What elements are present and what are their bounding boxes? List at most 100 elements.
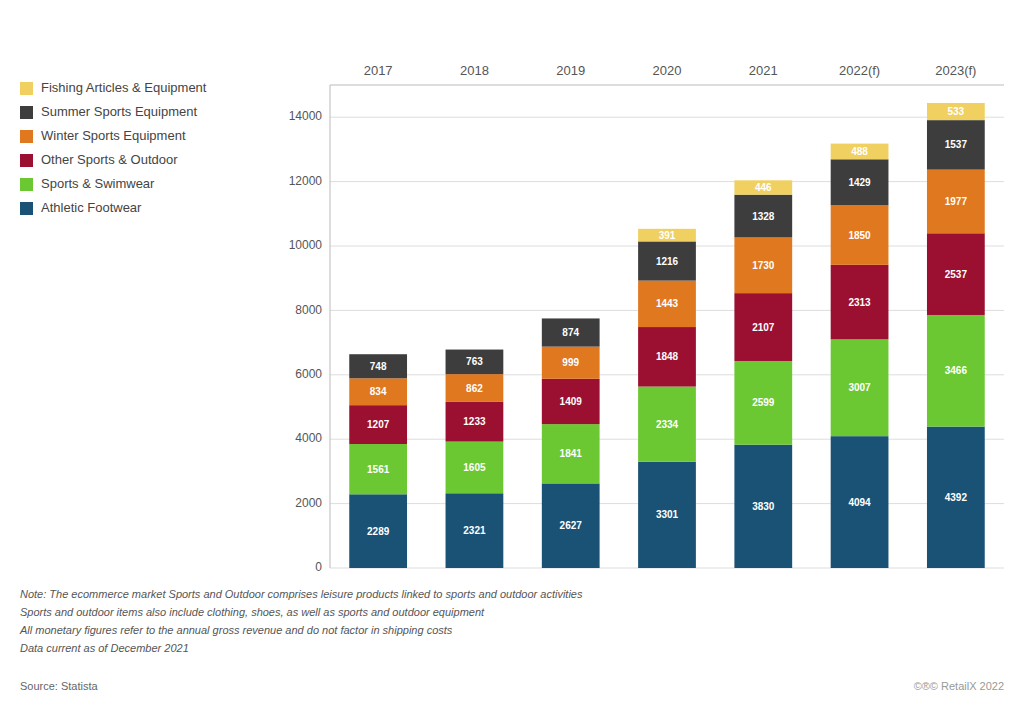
data-label: 1730 bbox=[752, 260, 775, 271]
y-tick-label: 10000 bbox=[289, 238, 323, 252]
series bbox=[349, 170, 984, 406]
legend-label: Athletic Footwear bbox=[41, 200, 142, 215]
bar-segment bbox=[927, 170, 985, 234]
bar-segment bbox=[638, 327, 696, 387]
legend-swatch bbox=[20, 106, 33, 119]
data-label: 862 bbox=[466, 383, 483, 394]
data-label: 2321 bbox=[463, 525, 486, 536]
bar-segment bbox=[734, 361, 792, 445]
bar-segment bbox=[927, 103, 985, 120]
data-label: 834 bbox=[370, 386, 387, 397]
data-label: 2313 bbox=[848, 297, 871, 308]
data-label: 4392 bbox=[945, 492, 968, 503]
bar-segment bbox=[831, 339, 889, 436]
bar-segment bbox=[446, 349, 504, 350]
data-label: 1850 bbox=[848, 230, 871, 241]
legend-label: Sports & Swimwear bbox=[41, 176, 155, 191]
data-label: 2107 bbox=[752, 322, 775, 333]
data-label: 763 bbox=[466, 356, 483, 367]
legend-label: Summer Sports Equipment bbox=[41, 104, 197, 119]
data-label: 2599 bbox=[752, 397, 775, 408]
note: Note: The ecommerce market Sports and Ou… bbox=[20, 588, 583, 600]
y-axis: 0 2000 4000 6000 8000 10000 12000 14000 bbox=[289, 85, 1004, 574]
x-tick-label: 2020 bbox=[653, 63, 682, 78]
y-tick-label: 0 bbox=[315, 560, 322, 574]
y-tick-label: 4000 bbox=[295, 431, 322, 445]
data-labels: 2289232126273301383040944392156116051841… bbox=[367, 106, 967, 537]
series bbox=[349, 120, 984, 378]
bar-segment bbox=[831, 159, 889, 205]
bar-segment bbox=[446, 350, 504, 375]
bar-segment bbox=[542, 347, 600, 379]
data-label: 533 bbox=[948, 106, 965, 117]
legend-label: Winter Sports Equipment bbox=[41, 128, 186, 143]
grid-line bbox=[330, 117, 1004, 118]
bar-segment bbox=[927, 233, 985, 315]
bar-segment bbox=[638, 281, 696, 327]
bar-segment bbox=[349, 378, 407, 405]
data-label: 3466 bbox=[945, 365, 968, 376]
x-tick-label: 2017 bbox=[364, 63, 393, 78]
y-tick-label: 14000 bbox=[289, 109, 323, 123]
y-tick-label: 12000 bbox=[289, 174, 323, 188]
legend-swatch bbox=[20, 82, 33, 95]
data-label: 999 bbox=[562, 357, 579, 368]
bar-segment bbox=[542, 379, 600, 424]
bar-segment bbox=[349, 494, 407, 568]
bar-segment bbox=[542, 483, 600, 568]
bar-segment bbox=[349, 405, 407, 444]
legend-swatch bbox=[20, 202, 33, 215]
data-label: 2627 bbox=[560, 520, 583, 531]
bar-segment bbox=[734, 180, 792, 194]
legend-swatch bbox=[20, 178, 33, 191]
plot-top-line bbox=[330, 85, 1004, 86]
data-label: 1429 bbox=[848, 177, 871, 188]
bar-segment bbox=[734, 237, 792, 293]
data-label: 446 bbox=[755, 182, 772, 193]
bar-segment bbox=[734, 195, 792, 238]
source: Source: Statista bbox=[20, 680, 99, 692]
bar-segment bbox=[831, 144, 889, 160]
bar-segment bbox=[831, 205, 889, 265]
bar-segment bbox=[927, 315, 985, 427]
bar-segment bbox=[446, 493, 504, 568]
y-tick-label: 2000 bbox=[295, 496, 322, 510]
y-tick-label: 8000 bbox=[295, 303, 322, 317]
bar-segment bbox=[446, 442, 504, 494]
bar-segment bbox=[831, 436, 889, 568]
bar-segment bbox=[542, 318, 600, 346]
data-label: 1207 bbox=[367, 419, 390, 430]
legend: Fishing Articles & Equipment Summer Sport… bbox=[20, 80, 207, 215]
y-tick-label: 6000 bbox=[295, 367, 322, 381]
bar-segment bbox=[734, 445, 792, 568]
note: All monetary figures refer to the annual… bbox=[19, 624, 453, 636]
bar-segment bbox=[831, 265, 889, 339]
data-label: 1977 bbox=[945, 196, 968, 207]
data-label: 1233 bbox=[463, 416, 486, 427]
bar-segment bbox=[638, 387, 696, 462]
data-label: 1409 bbox=[560, 396, 583, 407]
x-tick-label: 2022(f) bbox=[839, 63, 880, 78]
data-label: 2289 bbox=[367, 526, 390, 537]
data-label: 3007 bbox=[848, 382, 871, 393]
series bbox=[349, 315, 984, 494]
note: Sports and outdoor items also include cl… bbox=[20, 606, 485, 618]
data-label: 1443 bbox=[656, 298, 679, 309]
x-tick-label: 2018 bbox=[460, 63, 489, 78]
bar-segment bbox=[734, 293, 792, 361]
bar-segment bbox=[446, 374, 504, 402]
legend-label: Fishing Articles & Equipment bbox=[41, 80, 207, 95]
legend-swatch bbox=[20, 154, 33, 167]
data-label: 1328 bbox=[752, 211, 775, 222]
data-label: 874 bbox=[562, 327, 579, 338]
data-label: 3830 bbox=[752, 501, 775, 512]
watermark: ©®© RetailX 2022 bbox=[914, 680, 1004, 692]
bar-segment bbox=[542, 424, 600, 483]
notes: Note: The ecommerce market Sports and Ou… bbox=[19, 588, 583, 654]
data-label: 1605 bbox=[463, 462, 486, 473]
data-label: 1848 bbox=[656, 351, 679, 362]
data-label: 2537 bbox=[945, 269, 968, 280]
data-label: 2334 bbox=[656, 419, 679, 430]
data-label: 1216 bbox=[656, 256, 679, 267]
data-label: 1841 bbox=[560, 448, 583, 459]
